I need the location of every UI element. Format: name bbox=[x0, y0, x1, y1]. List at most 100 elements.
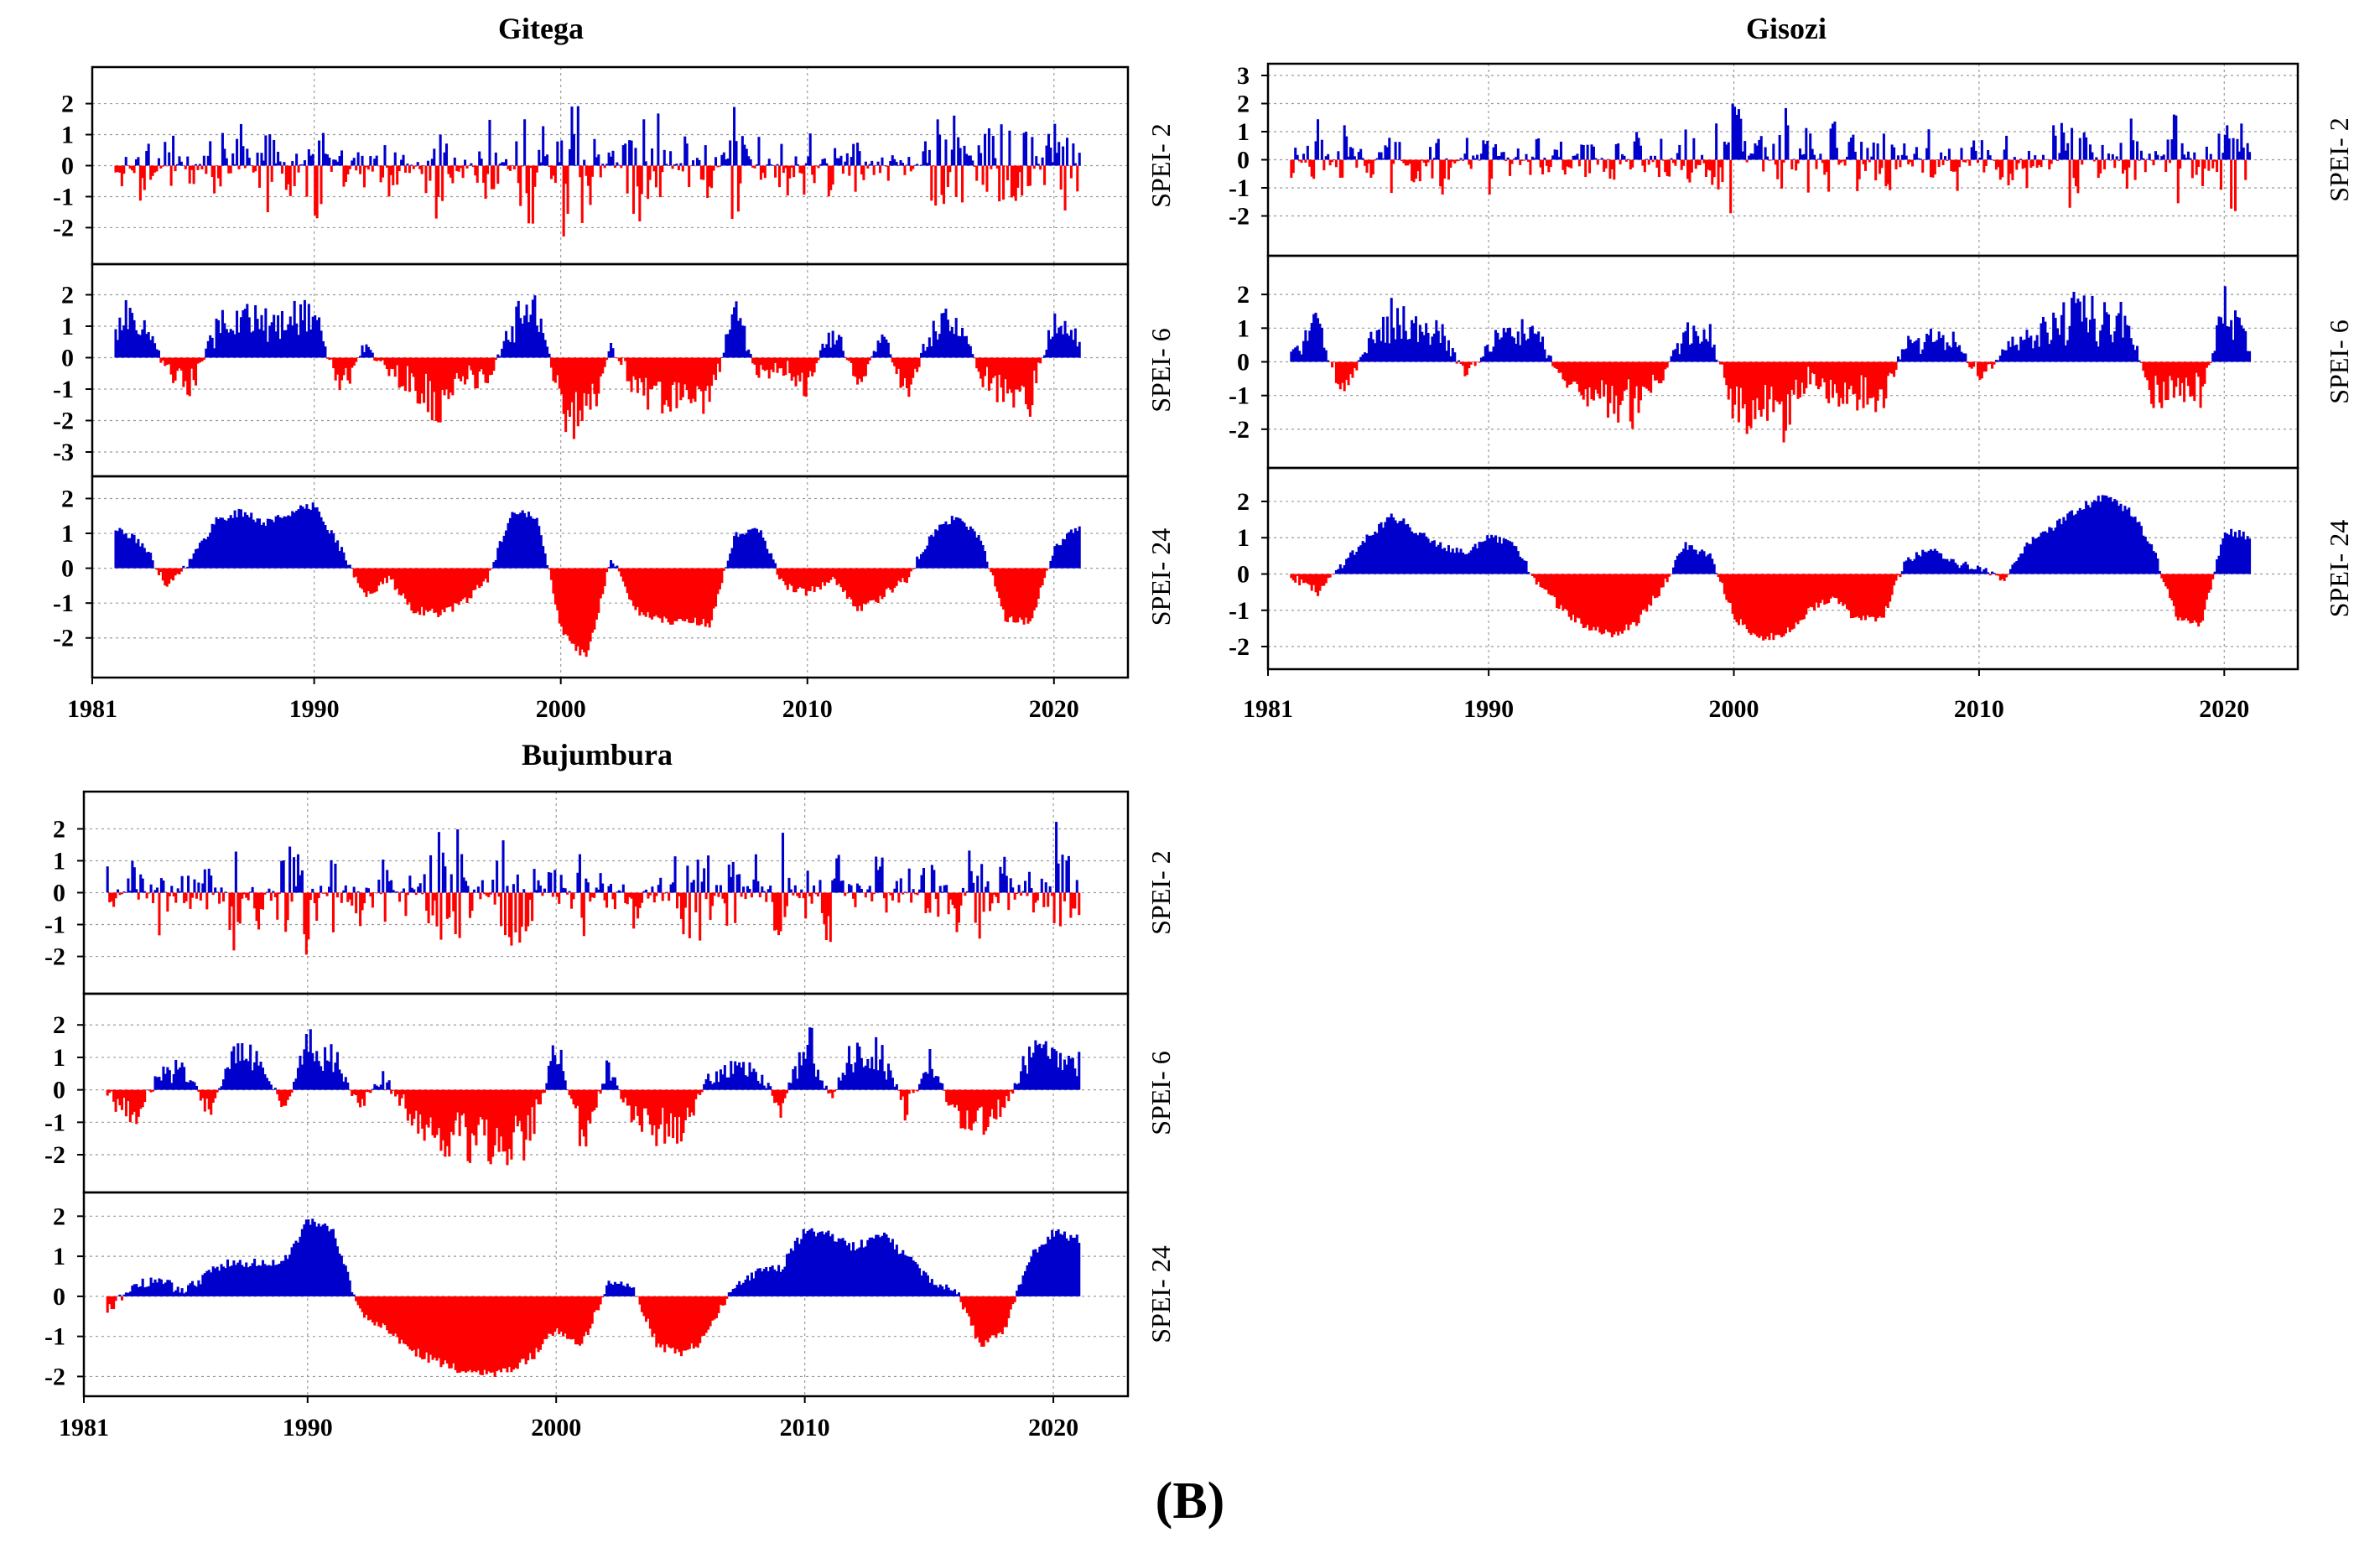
positive-bar bbox=[2175, 115, 2178, 160]
negative-bar bbox=[2142, 361, 2145, 371]
positive-bar bbox=[1017, 885, 1021, 893]
negative-bar bbox=[866, 165, 870, 169]
positive-bar bbox=[917, 558, 921, 569]
negative-bar bbox=[996, 892, 1000, 903]
positive-bar bbox=[1392, 517, 1395, 574]
positive-bar bbox=[2107, 314, 2110, 362]
positive-bar bbox=[243, 512, 247, 569]
positive-bar bbox=[963, 336, 966, 358]
positive-bar bbox=[2082, 132, 2086, 160]
y-tick-label: -1 bbox=[1229, 597, 1250, 625]
positive-bar bbox=[1970, 569, 1973, 574]
positive-bar bbox=[617, 890, 621, 893]
positive-bar bbox=[2082, 295, 2086, 362]
negative-bar bbox=[720, 568, 724, 584]
positive-bar bbox=[1381, 316, 1385, 362]
positive-bar bbox=[1523, 560, 1526, 574]
positive-bar bbox=[773, 1269, 777, 1296]
positive-bar bbox=[1697, 553, 1700, 574]
positive-bar bbox=[1414, 532, 1417, 574]
negative-bar bbox=[500, 1296, 503, 1373]
negative-bar bbox=[1069, 892, 1073, 918]
negative-bar bbox=[928, 892, 932, 913]
positive-bar bbox=[1512, 337, 1515, 362]
negative-bar bbox=[461, 165, 465, 179]
positive-bar bbox=[2230, 528, 2233, 574]
positive-bar bbox=[338, 1253, 341, 1296]
negative-bar bbox=[520, 1089, 523, 1132]
positive-bar bbox=[872, 351, 876, 358]
negative-bar bbox=[500, 1089, 503, 1137]
negative-bar bbox=[1749, 574, 1753, 636]
positive-bar bbox=[221, 309, 224, 358]
negative-bar bbox=[570, 357, 574, 403]
positive-bar bbox=[2230, 319, 2233, 362]
y-tick-label: -1 bbox=[44, 1323, 65, 1351]
positive-bar bbox=[138, 546, 142, 569]
positive-bar bbox=[767, 553, 771, 569]
negative-bar bbox=[2076, 159, 2080, 194]
negative-bar bbox=[465, 165, 469, 169]
negative-bar bbox=[626, 357, 629, 382]
negative-bar bbox=[1880, 361, 1884, 390]
negative-bar bbox=[120, 1296, 124, 1301]
negative-bar bbox=[1896, 574, 1899, 576]
positive-bar bbox=[644, 889, 648, 893]
positive-bar bbox=[1988, 155, 1992, 160]
positive-bar bbox=[309, 329, 313, 358]
positive-bar bbox=[1308, 330, 1312, 362]
negative-bar bbox=[872, 165, 876, 175]
negative-bar bbox=[501, 1296, 505, 1369]
negative-bar bbox=[430, 568, 434, 609]
negative-bar bbox=[1682, 159, 1686, 166]
positive-bar bbox=[1428, 147, 1432, 160]
positive-bar bbox=[174, 1059, 178, 1090]
negative-bar bbox=[1012, 568, 1016, 623]
positive-bar bbox=[2248, 538, 2252, 574]
negative-bar bbox=[876, 568, 880, 603]
negative-bar bbox=[200, 357, 204, 362]
negative-bar bbox=[872, 568, 876, 600]
negative-bar bbox=[2029, 159, 2033, 169]
negative-bar bbox=[525, 165, 528, 194]
positive-bar bbox=[1715, 573, 1718, 574]
positive-bar bbox=[789, 1248, 792, 1296]
positive-bar bbox=[1500, 543, 1504, 574]
positive-bar bbox=[1494, 143, 1498, 160]
positive-bar bbox=[2113, 331, 2117, 362]
positive-bar bbox=[342, 1081, 346, 1090]
negative-bar bbox=[379, 165, 382, 183]
positive-bar bbox=[1778, 134, 1781, 160]
positive-bar bbox=[2062, 132, 2066, 160]
positive-bar bbox=[1078, 1052, 1081, 1090]
positive-bar bbox=[174, 1290, 178, 1296]
negative-bar bbox=[348, 165, 351, 169]
positive-bar bbox=[143, 891, 147, 893]
positive-bar bbox=[313, 1221, 316, 1296]
negative-bar bbox=[514, 1296, 517, 1369]
positive-bar bbox=[2029, 335, 2033, 362]
positive-bar bbox=[1504, 332, 1508, 362]
positive-bar bbox=[254, 304, 257, 358]
positive-bar bbox=[1020, 1284, 1023, 1296]
negative-bar bbox=[688, 165, 691, 188]
negative-bar bbox=[1821, 159, 1824, 164]
negative-bar bbox=[1510, 159, 1514, 164]
positive-bar bbox=[1021, 891, 1025, 893]
negative-bar bbox=[1819, 361, 1822, 387]
positive-bar bbox=[2248, 152, 2252, 160]
positive-bar bbox=[1813, 154, 1816, 160]
positive-bar bbox=[916, 556, 919, 569]
negative-bar bbox=[937, 892, 940, 917]
positive-bar bbox=[710, 1083, 715, 1090]
positive-bar bbox=[294, 886, 298, 893]
negative-bar bbox=[472, 1296, 475, 1371]
negative-bar bbox=[548, 568, 551, 570]
positive-bar bbox=[198, 543, 201, 569]
positive-bar bbox=[657, 113, 660, 166]
negative-bar bbox=[1827, 574, 1831, 604]
positive-bar bbox=[293, 857, 296, 893]
negative-bar bbox=[481, 1296, 484, 1376]
positive-bar bbox=[1378, 523, 1381, 574]
positive-bar bbox=[883, 1232, 886, 1296]
